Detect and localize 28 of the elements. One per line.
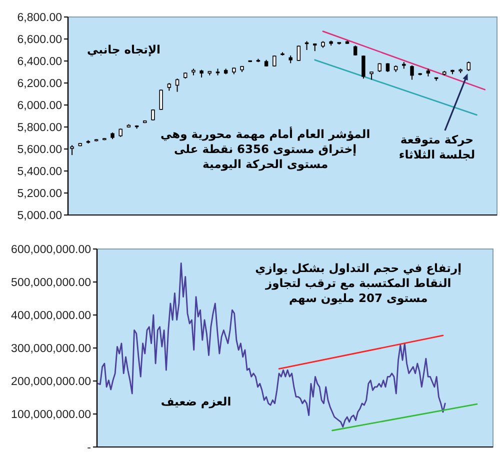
candlestick: [159, 89, 163, 110]
annotation: إرتفاع في حجم التداول بشكل يوازي النقاط المكتسبة مع ترقب لتجاوز مستوى 207 مليون سهم: [255, 261, 462, 306]
candlestick: [466, 61, 471, 72]
annotation: حركة متوقعة لجلسة الثلاثاء: [398, 132, 476, 162]
y-tick-label: 6,200.00: [17, 78, 62, 90]
candlestick: [296, 45, 301, 62]
y-tick-label: 6,600.00: [17, 34, 62, 46]
candlestick: [410, 64, 414, 80]
y-tick-label: 6,000.00: [17, 100, 62, 112]
y-tick-label: 300,000,000.00: [11, 343, 91, 355]
y-tick-label: 5,200.00: [17, 188, 62, 200]
y-tick-label: 6,800.00: [17, 12, 62, 24]
annotation: العزم ضعيف: [160, 394, 232, 408]
y-tick-label: 5,000.00: [17, 210, 62, 222]
y-tick-label: 400,000,000.00: [11, 310, 91, 322]
y-tick-label: 5,400.00: [17, 166, 62, 178]
y-tick-label: 5,800.00: [17, 122, 62, 134]
y-tick-label: -: [87, 442, 92, 454]
y-tick-label: 600,000,000.00: [11, 244, 91, 256]
candlestick: [362, 55, 366, 80]
y-tick-label: 5,600.00: [17, 144, 62, 156]
y-tick-label: 6,400.00: [17, 56, 62, 68]
candlestick: [175, 78, 180, 92]
annotation: المؤشر العام أمام مهمة محورية وهي إختراق مستوى 6356 نقطة على مستوى الحركة اليومية: [160, 126, 370, 171]
annotation: الإتجاه جانبي: [87, 42, 161, 56]
y-tick-label: 500,000,000.00: [11, 277, 91, 289]
y-tick-label: 100,000,000.00: [11, 409, 91, 421]
y-tick-label: 200,000,000.00: [11, 376, 91, 388]
